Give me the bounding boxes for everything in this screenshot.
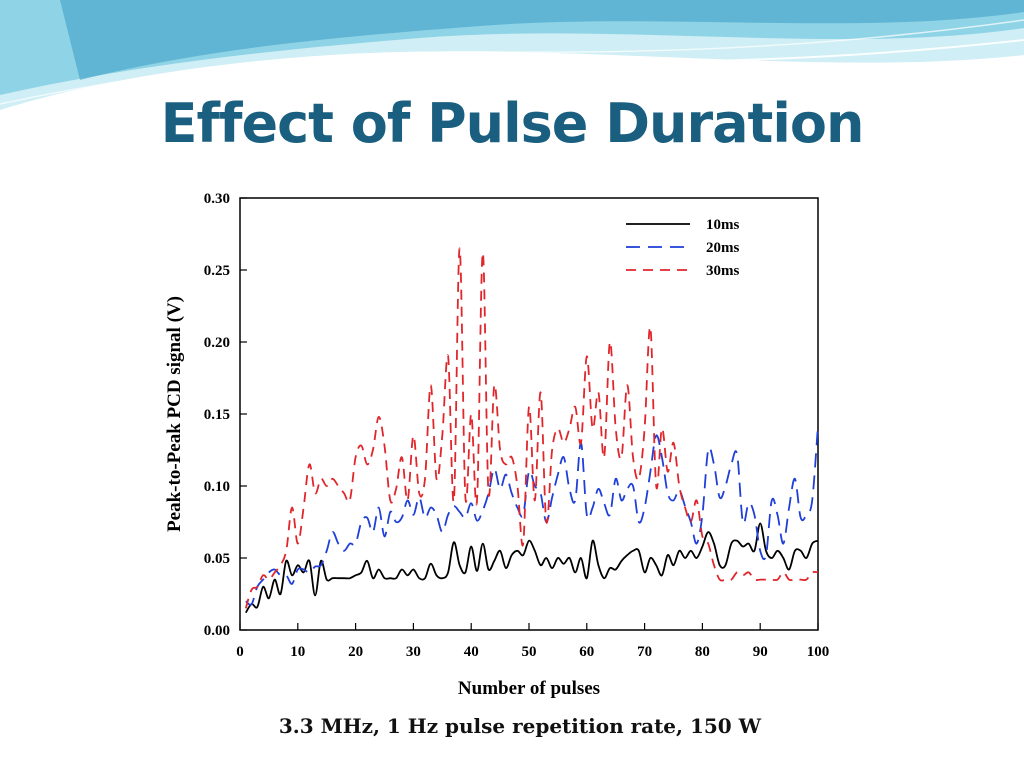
y-tick-label: 0.15 xyxy=(204,407,230,423)
header-swoosh-decoration xyxy=(0,0,1024,113)
legend-label-30ms: 30ms xyxy=(706,263,739,279)
x-tick-label: 50 xyxy=(522,644,537,660)
series-line-20ms xyxy=(245,425,819,606)
axis-ticks: 0 10 20 30 40 50 60 70 80 90 100 0.00 0.05 0.10 0.15 0.… xyxy=(204,191,830,660)
pcd-signal-chart: 0 10 20 30 40 50 60 70 80 90 100 0.00 0.05 0.10 0.15 0.… xyxy=(164,191,830,699)
x-axis-label: Number of pulses xyxy=(458,678,600,699)
slide-title: Effect of Pulse Duration xyxy=(160,92,865,155)
x-tick-label: 100 xyxy=(807,644,830,660)
chart-panel: 0 10 20 30 40 50 60 70 80 90 100 0.00 0.05 0.10 0.15 0.… xyxy=(156,172,868,704)
x-tick-label: 10 xyxy=(290,644,305,660)
slide-caption: 3.3 MHz, 1 Hz pulse repetition rate, 150… xyxy=(278,714,762,738)
series-layer xyxy=(244,247,819,614)
legend: 10ms 20ms 30ms xyxy=(626,217,739,279)
series-line-30ms xyxy=(244,247,819,609)
y-tick-label: 0.10 xyxy=(204,479,230,495)
x-tick-label: 70 xyxy=(637,644,652,660)
y-axis-label: Peak-to-Peak PCD signal (V) xyxy=(164,296,185,532)
series-line-10ms xyxy=(245,522,819,614)
x-tick-label: 90 xyxy=(753,644,768,660)
x-tick-label: 80 xyxy=(695,644,710,660)
y-tick-label: 0.20 xyxy=(204,335,230,351)
x-tick-label: 60 xyxy=(579,644,594,660)
legend-label-20ms: 20ms xyxy=(706,240,739,256)
legend-label-10ms: 10ms xyxy=(706,217,739,233)
y-tick-label: 0.25 xyxy=(204,263,230,279)
y-tick-label: 0.30 xyxy=(204,191,230,207)
x-tick-label: 30 xyxy=(406,644,421,660)
y-tick-label: 0.00 xyxy=(204,623,230,639)
x-tick-label: 0 xyxy=(236,644,244,660)
x-tick-label: 20 xyxy=(348,644,363,660)
y-tick-label: 0.05 xyxy=(204,551,230,567)
x-tick-label: 40 xyxy=(464,644,479,660)
